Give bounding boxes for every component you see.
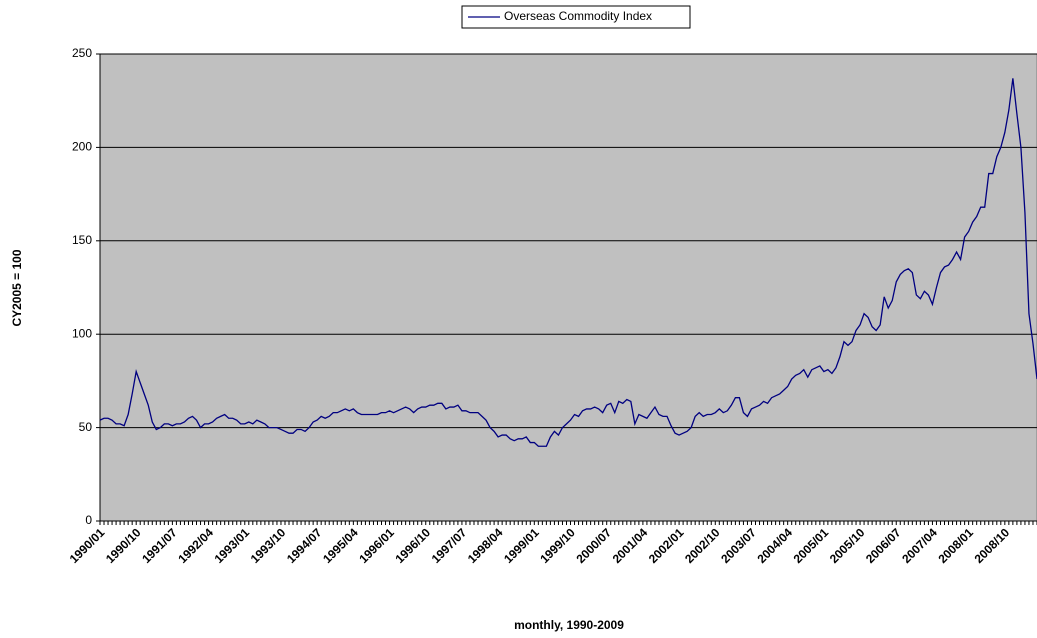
x-tick-label: 1994/07 [284,525,325,566]
x-tick-label: 1993/10 [248,525,289,566]
legend-box [461,5,691,29]
x-tick-label: 2003/07 [718,525,759,566]
x-tick-label: 2005/10 [827,525,868,566]
x-tick-label: 1995/04 [320,525,361,566]
x-tick-label: 1996/01 [356,525,397,566]
y-tick-label: 50 [79,420,93,434]
x-tick-label: 1990/10 [103,525,144,566]
x-tick-label: 2008/01 [935,525,976,566]
x-tick-label: 2005/01 [791,525,832,566]
x-tick-label: 1990/01 [67,525,108,566]
x-tick-label: 2000/07 [573,525,614,566]
x-tick-label: 1996/10 [393,525,434,566]
x-tick-label: 2004/04 [754,525,795,566]
y-tick-label: 250 [72,46,92,60]
y-tick-label: 150 [72,233,92,247]
x-tick-label: 2007/04 [899,525,940,566]
x-tick-label: 1998/04 [465,525,506,566]
series-line [99,78,1037,447]
x-tick-label: 2002/10 [682,525,723,566]
x-tick-label: 1999/01 [501,525,542,566]
x-tick-label: 1992/04 [175,525,216,566]
x-tick-label: 2006/07 [863,525,904,566]
x-tick-label: 1999/10 [537,525,578,566]
legend-label: Overseas Commodity Index [504,9,652,23]
x-tick-label: 1991/07 [139,525,180,566]
x-tick-label: 1993/01 [212,525,253,566]
y-tick-label: 0 [85,513,92,527]
x-tick-label: 1997/07 [429,525,470,566]
x-tick-label: 2008/10 [972,525,1013,566]
y-tick-label: 100 [72,326,92,340]
x-axis-label: monthly, 1990-2009 [514,618,624,632]
x-tick-label: 2002/01 [646,525,687,566]
y-axis-label: CY2005 = 100 [10,249,24,326]
plot-area [99,53,1037,522]
x-tick-label: 2001/04 [610,525,651,566]
y-tick-label: 200 [72,140,92,154]
